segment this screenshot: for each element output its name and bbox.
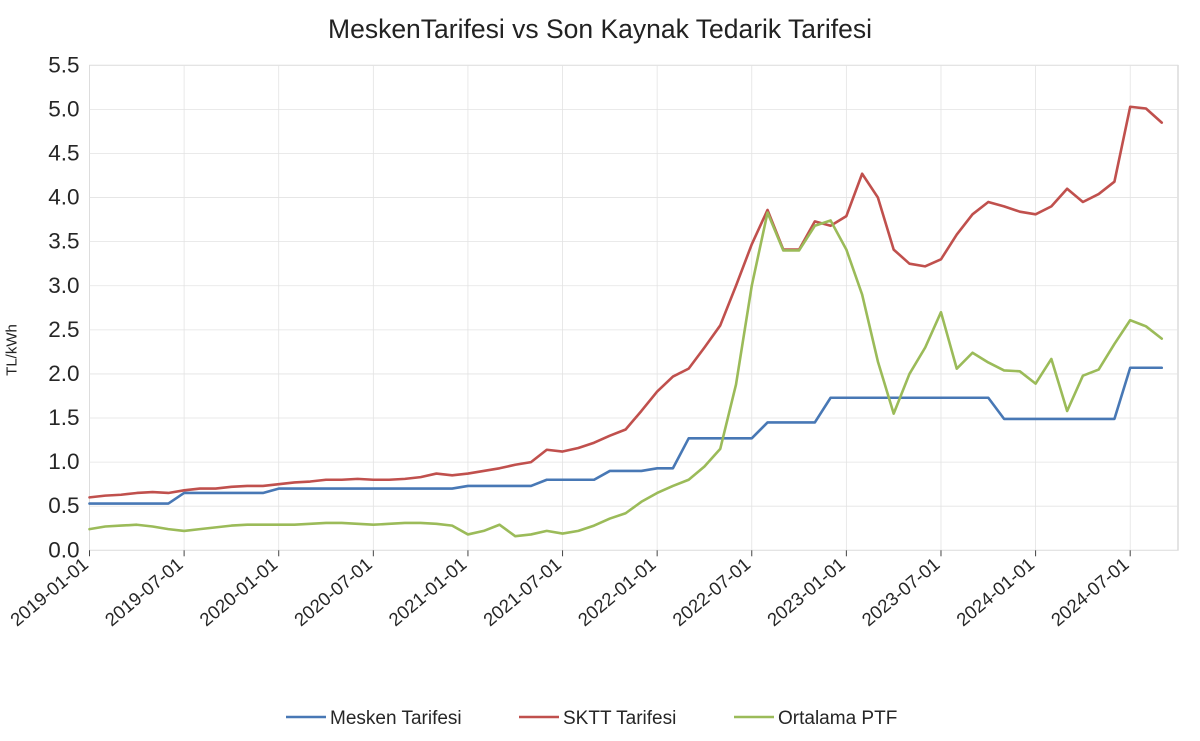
svg-text:2023-07-01: 2023-07-01 [858, 553, 944, 630]
svg-text:5.5: 5.5 [48, 52, 79, 77]
svg-text:2024-01-01: 2024-01-01 [952, 553, 1038, 630]
svg-text:2023-01-01: 2023-01-01 [763, 553, 849, 630]
svg-text:2019-07-01: 2019-07-01 [101, 553, 187, 630]
svg-text:Ortalama PTF: Ortalama PTF [778, 708, 897, 729]
svg-text:2020-07-01: 2020-07-01 [290, 553, 376, 630]
svg-text:Mesken Tarifesi: Mesken Tarifesi [330, 708, 462, 729]
svg-text:5.0: 5.0 [48, 96, 79, 121]
svg-text:3.5: 3.5 [48, 229, 79, 254]
svg-text:2019-01-01: 2019-01-01 [6, 553, 92, 630]
svg-text:2021-07-01: 2021-07-01 [479, 553, 565, 630]
svg-text:SKTT Tarifesi: SKTT Tarifesi [563, 708, 676, 729]
svg-text:0.5: 0.5 [48, 493, 79, 518]
svg-text:4.5: 4.5 [48, 140, 79, 165]
svg-text:2021-01-01: 2021-01-01 [385, 553, 471, 630]
svg-text:2.0: 2.0 [48, 361, 79, 386]
svg-text:2.5: 2.5 [48, 317, 79, 342]
svg-text:2022-07-01: 2022-07-01 [668, 553, 754, 630]
svg-text:2022-01-01: 2022-01-01 [574, 553, 660, 630]
svg-text:2024-07-01: 2024-07-01 [1047, 553, 1133, 630]
svg-text:2020-01-01: 2020-01-01 [195, 553, 281, 630]
svg-text:1.5: 1.5 [48, 405, 79, 430]
svg-text:1.0: 1.0 [48, 449, 79, 474]
svg-text:4.0: 4.0 [48, 185, 79, 210]
svg-text:3.0: 3.0 [48, 273, 79, 298]
